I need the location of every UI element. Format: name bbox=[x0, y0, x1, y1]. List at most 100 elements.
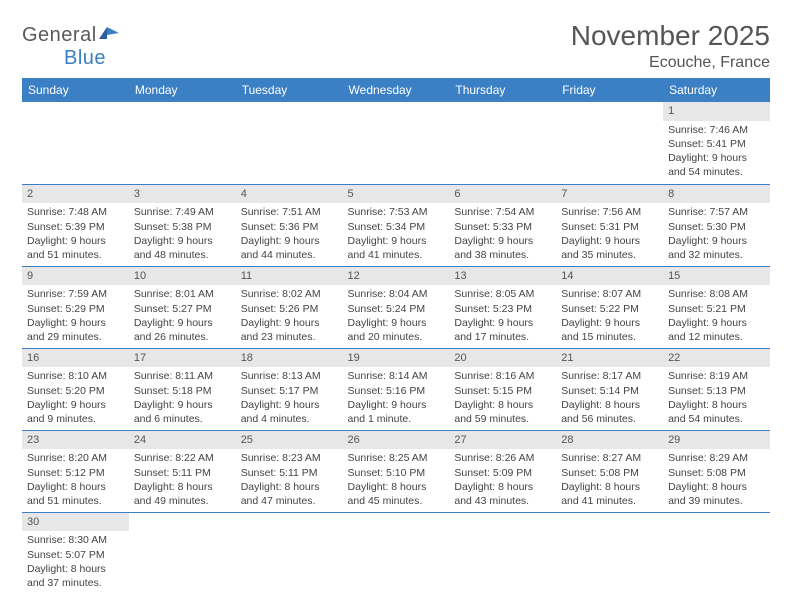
logo-word1: General bbox=[22, 24, 97, 46]
sunset-text: Sunset: 5:33 PM bbox=[454, 220, 551, 234]
calendar-week-row: 23Sunrise: 8:20 AMSunset: 5:12 PMDayligh… bbox=[22, 430, 770, 512]
daylight-text: Daylight: 8 hours and 43 minutes. bbox=[454, 480, 551, 508]
calendar-week-row: 2Sunrise: 7:48 AMSunset: 5:39 PMDaylight… bbox=[22, 184, 770, 266]
daylight-text: Daylight: 8 hours and 47 minutes. bbox=[241, 480, 338, 508]
location-subtitle: Ecouche, France bbox=[571, 54, 770, 72]
flag-icon bbox=[99, 24, 121, 40]
day-number: 21 bbox=[556, 349, 663, 368]
day-header: Wednesday bbox=[343, 78, 450, 102]
day-details: Sunrise: 8:02 AMSunset: 5:26 PMDaylight:… bbox=[236, 287, 343, 346]
day-details: Sunrise: 7:56 AMSunset: 5:31 PMDaylight:… bbox=[556, 205, 663, 264]
sunset-text: Sunset: 5:36 PM bbox=[241, 220, 338, 234]
sunrise-text: Sunrise: 8:08 AM bbox=[668, 287, 765, 301]
calendar-day-cell: 18Sunrise: 8:13 AMSunset: 5:17 PMDayligh… bbox=[236, 348, 343, 430]
daylight-text: Daylight: 9 hours and 48 minutes. bbox=[134, 234, 231, 262]
sunset-text: Sunset: 5:41 PM bbox=[668, 137, 765, 151]
sunset-text: Sunset: 5:27 PM bbox=[134, 302, 231, 316]
day-number: 10 bbox=[129, 267, 236, 286]
sunrise-text: Sunrise: 7:57 AM bbox=[668, 205, 765, 219]
day-details: Sunrise: 8:05 AMSunset: 5:23 PMDaylight:… bbox=[449, 287, 556, 346]
day-details: Sunrise: 8:23 AMSunset: 5:11 PMDaylight:… bbox=[236, 451, 343, 510]
day-number: 18 bbox=[236, 349, 343, 368]
logo-word2: Blue bbox=[64, 47, 106, 69]
sunset-text: Sunset: 5:24 PM bbox=[348, 302, 445, 316]
sunrise-text: Sunrise: 7:49 AM bbox=[134, 205, 231, 219]
day-details: Sunrise: 8:04 AMSunset: 5:24 PMDaylight:… bbox=[343, 287, 450, 346]
sunset-text: Sunset: 5:26 PM bbox=[241, 302, 338, 316]
logo-text: General Blue bbox=[22, 24, 121, 70]
calendar-day-cell bbox=[343, 512, 450, 594]
calendar-day-cell: 13Sunrise: 8:05 AMSunset: 5:23 PMDayligh… bbox=[449, 266, 556, 348]
sunset-text: Sunset: 5:07 PM bbox=[27, 548, 124, 562]
day-details: Sunrise: 8:11 AMSunset: 5:18 PMDaylight:… bbox=[129, 369, 236, 428]
day-details: Sunrise: 8:25 AMSunset: 5:10 PMDaylight:… bbox=[343, 451, 450, 510]
calendar-day-cell bbox=[22, 102, 129, 184]
sunrise-text: Sunrise: 8:16 AM bbox=[454, 369, 551, 383]
sunrise-text: Sunrise: 8:07 AM bbox=[561, 287, 658, 301]
header: General Blue November 2025 Ecouche, Fran… bbox=[22, 20, 770, 72]
daylight-text: Daylight: 8 hours and 59 minutes. bbox=[454, 398, 551, 426]
day-details: Sunrise: 7:46 AMSunset: 5:41 PMDaylight:… bbox=[663, 123, 770, 182]
calendar-day-cell: 30Sunrise: 8:30 AMSunset: 5:07 PMDayligh… bbox=[22, 512, 129, 594]
sunset-text: Sunset: 5:20 PM bbox=[27, 384, 124, 398]
day-number: 16 bbox=[22, 349, 129, 368]
daylight-text: Daylight: 9 hours and 35 minutes. bbox=[561, 234, 658, 262]
day-header: Sunday bbox=[22, 78, 129, 102]
calendar-day-cell bbox=[343, 102, 450, 184]
day-details: Sunrise: 8:13 AMSunset: 5:17 PMDaylight:… bbox=[236, 369, 343, 428]
daylight-text: Daylight: 9 hours and 12 minutes. bbox=[668, 316, 765, 344]
calendar-day-cell: 17Sunrise: 8:11 AMSunset: 5:18 PMDayligh… bbox=[129, 348, 236, 430]
day-details: Sunrise: 7:51 AMSunset: 5:36 PMDaylight:… bbox=[236, 205, 343, 264]
sunrise-text: Sunrise: 8:23 AM bbox=[241, 451, 338, 465]
calendar-day-cell: 16Sunrise: 8:10 AMSunset: 5:20 PMDayligh… bbox=[22, 348, 129, 430]
day-header: Monday bbox=[129, 78, 236, 102]
calendar-day-cell bbox=[449, 512, 556, 594]
day-details: Sunrise: 7:49 AMSunset: 5:38 PMDaylight:… bbox=[129, 205, 236, 264]
calendar-day-cell: 6Sunrise: 7:54 AMSunset: 5:33 PMDaylight… bbox=[449, 184, 556, 266]
sunrise-text: Sunrise: 8:30 AM bbox=[27, 533, 124, 547]
calendar-day-cell bbox=[663, 512, 770, 594]
calendar-week-row: 9Sunrise: 7:59 AMSunset: 5:29 PMDaylight… bbox=[22, 266, 770, 348]
sunset-text: Sunset: 5:16 PM bbox=[348, 384, 445, 398]
day-number: 3 bbox=[129, 185, 236, 204]
day-details: Sunrise: 8:10 AMSunset: 5:20 PMDaylight:… bbox=[22, 369, 129, 428]
daylight-text: Daylight: 8 hours and 39 minutes. bbox=[668, 480, 765, 508]
calendar-day-cell: 20Sunrise: 8:16 AMSunset: 5:15 PMDayligh… bbox=[449, 348, 556, 430]
calendar-header-row: SundayMondayTuesdayWednesdayThursdayFrid… bbox=[22, 78, 770, 102]
sunrise-text: Sunrise: 7:59 AM bbox=[27, 287, 124, 301]
title-block: November 2025 Ecouche, France bbox=[571, 20, 770, 72]
day-details: Sunrise: 8:14 AMSunset: 5:16 PMDaylight:… bbox=[343, 369, 450, 428]
sunset-text: Sunset: 5:09 PM bbox=[454, 466, 551, 480]
calendar-day-cell: 21Sunrise: 8:17 AMSunset: 5:14 PMDayligh… bbox=[556, 348, 663, 430]
daylight-text: Daylight: 9 hours and 1 minute. bbox=[348, 398, 445, 426]
daylight-text: Daylight: 9 hours and 26 minutes. bbox=[134, 316, 231, 344]
calendar-table: SundayMondayTuesdayWednesdayThursdayFrid… bbox=[22, 78, 770, 594]
day-details: Sunrise: 8:30 AMSunset: 5:07 PMDaylight:… bbox=[22, 533, 129, 592]
daylight-text: Daylight: 8 hours and 56 minutes. bbox=[561, 398, 658, 426]
day-number: 15 bbox=[663, 267, 770, 286]
day-details: Sunrise: 8:27 AMSunset: 5:08 PMDaylight:… bbox=[556, 451, 663, 510]
day-number: 20 bbox=[449, 349, 556, 368]
daylight-text: Daylight: 8 hours and 54 minutes. bbox=[668, 398, 765, 426]
calendar-day-cell bbox=[556, 512, 663, 594]
daylight-text: Daylight: 8 hours and 45 minutes. bbox=[348, 480, 445, 508]
calendar-day-cell bbox=[556, 102, 663, 184]
calendar-day-cell: 1 Sunrise: 7:46 AMSunset: 5:41 PMDaylight… bbox=[663, 102, 770, 184]
daylight-text: Daylight: 9 hours and 9 minutes. bbox=[27, 398, 124, 426]
sunrise-text: Sunrise: 8:13 AM bbox=[241, 369, 338, 383]
day-details: Sunrise: 8:29 AMSunset: 5:08 PMDaylight:… bbox=[663, 451, 770, 510]
day-details: Sunrise: 7:53 AMSunset: 5:34 PMDaylight:… bbox=[343, 205, 450, 264]
calendar-day-cell: 25Sunrise: 8:23 AMSunset: 5:11 PMDayligh… bbox=[236, 430, 343, 512]
calendar-day-cell: 14Sunrise: 8:07 AMSunset: 5:22 PMDayligh… bbox=[556, 266, 663, 348]
day-details: Sunrise: 8:16 AMSunset: 5:15 PMDaylight:… bbox=[449, 369, 556, 428]
calendar-day-cell: 22Sunrise: 8:19 AMSunset: 5:13 PMDayligh… bbox=[663, 348, 770, 430]
calendar-day-cell: 4Sunrise: 7:51 AMSunset: 5:36 PMDaylight… bbox=[236, 184, 343, 266]
sunrise-text: Sunrise: 8:26 AM bbox=[454, 451, 551, 465]
logo: General Blue bbox=[22, 24, 121, 70]
day-number: 1 bbox=[663, 102, 770, 121]
daylight-text: Daylight: 9 hours and 51 minutes. bbox=[27, 234, 124, 262]
sunset-text: Sunset: 5:11 PM bbox=[241, 466, 338, 480]
day-number: 4 bbox=[236, 185, 343, 204]
day-number: 2 bbox=[22, 185, 129, 204]
calendar-day-cell: 15Sunrise: 8:08 AMSunset: 5:21 PMDayligh… bbox=[663, 266, 770, 348]
